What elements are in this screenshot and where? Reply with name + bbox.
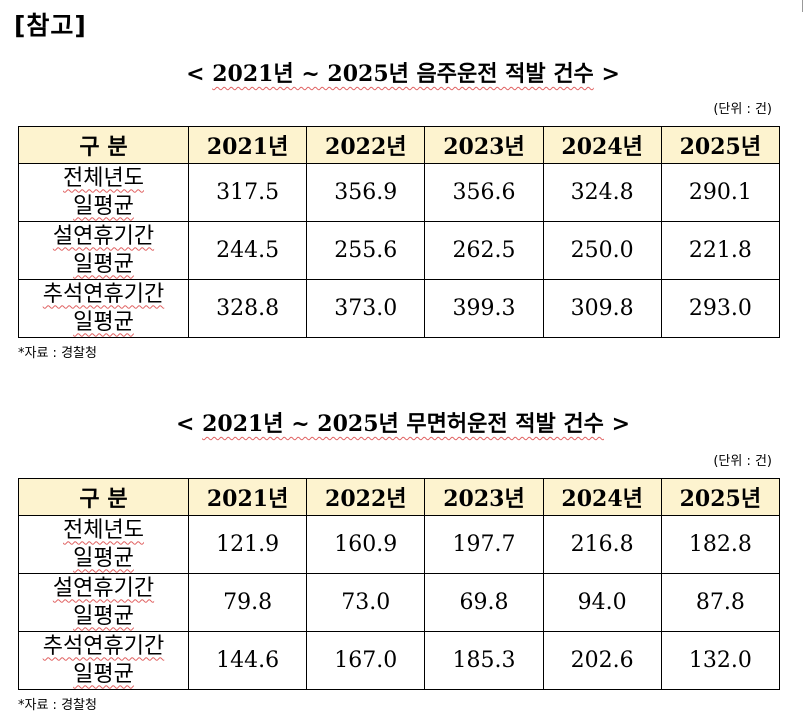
table2-header-row: 구 분 2021년 2022년 2023년 2024년 2025년 — [18, 478, 781, 516]
table-cell: 399.3 — [424, 279, 544, 338]
row-label: 추석연휴기간 일평균 — [18, 279, 189, 338]
table1-source: *자료 : 경찰청 — [18, 346, 97, 361]
table2-header-2024: 2024년 — [542, 478, 662, 516]
row-label-line1: 전체년도 — [63, 165, 144, 191]
table-cell: 132.0 — [660, 631, 781, 690]
table-cell: 94.0 — [542, 573, 662, 632]
row-label-line2: 일평균 — [73, 251, 134, 277]
page-heading: [참고] — [14, 11, 87, 40]
table2-unlicensed-driving: 구 분 2021년 2022년 2023년 2024년 2025년 전체년도 일… — [18, 478, 781, 690]
table-cell: 290.1 — [660, 163, 781, 222]
table-cell: 79.8 — [187, 573, 308, 632]
table-cell: 73.0 — [306, 573, 426, 632]
table2-header-category: 구 분 — [18, 478, 189, 516]
table1-title: < 2021년 ~ 2025년 음주운전 적발 건수 > — [0, 56, 806, 88]
table-cell: 255.6 — [306, 221, 426, 280]
table-cell: 160.9 — [306, 515, 426, 574]
table-row: 추석연휴기간 일평균 328.8 373.0 399.3 309.8 293.0 — [18, 279, 781, 338]
table2-header-2025: 2025년 — [660, 478, 781, 516]
table-cell: 197.7 — [424, 515, 544, 574]
row-label-line2: 일평균 — [73, 309, 134, 335]
table2-header-2023: 2023년 — [424, 478, 544, 516]
table-row: 전체년도 일평균 317.5 356.9 356.6 324.8 290.1 — [18, 163, 781, 222]
row-label-line1: 추석연휴기간 — [42, 633, 165, 659]
row-label-line2: 일평균 — [73, 603, 134, 629]
table-cell: 121.9 — [187, 515, 308, 574]
table-cell: 262.5 — [424, 221, 544, 280]
table-cell: 293.0 — [660, 279, 781, 338]
table1-header-row: 구 분 2021년 2022년 2023년 2024년 2025년 — [18, 126, 781, 164]
table-row: 추석연휴기간 일평균 144.6 167.0 185.3 202.6 132.0 — [18, 631, 781, 690]
table2-header-2021: 2021년 — [187, 478, 308, 516]
table-row: 설연휴기간 일평균 79.8 73.0 69.8 94.0 87.8 — [18, 573, 781, 632]
table1-header-category: 구 분 — [18, 126, 189, 164]
table2-source: *자료 : 경찰청 — [18, 698, 97, 713]
table-cell: 144.6 — [187, 631, 308, 690]
table2-title-open: < — [175, 411, 195, 437]
table-cell: 356.6 — [424, 163, 544, 222]
table1-header-2022: 2022년 — [306, 126, 426, 164]
row-label-line2: 일평균 — [73, 545, 134, 571]
table1-header-2023: 2023년 — [424, 126, 544, 164]
row-label: 전체년도 일평균 — [18, 515, 189, 574]
table2-unit: (단위 : 건) — [713, 454, 772, 469]
row-label-line1: 설연휴기간 — [52, 223, 155, 249]
row-label-line2: 일평균 — [73, 661, 134, 687]
table1-title-close: > — [601, 61, 620, 87]
table1-drunk-driving: 구 분 2021년 2022년 2023년 2024년 2025년 전체년도 일… — [18, 126, 781, 338]
row-label-line2: 일평균 — [73, 193, 134, 219]
table-cell: 250.0 — [542, 221, 662, 280]
table-cell: 317.5 — [187, 163, 308, 222]
row-label-line1: 전체년도 — [63, 517, 144, 543]
table-cell: 185.3 — [424, 631, 544, 690]
table2-header-2022: 2022년 — [306, 478, 426, 516]
table-cell: 244.5 — [187, 221, 308, 280]
table-cell: 87.8 — [660, 573, 781, 632]
table1-unit: (단위 : 건) — [713, 102, 772, 117]
table-cell: 182.8 — [660, 515, 781, 574]
table1-header-2021: 2021년 — [187, 126, 308, 164]
table2-title-close: > — [611, 411, 631, 437]
row-label: 전체년도 일평균 — [18, 163, 189, 222]
table-cell: 221.8 — [660, 221, 781, 280]
table2-title: < 2021년 ~ 2025년 무면허운전 적발 건수 > — [0, 406, 806, 438]
table-cell: 324.8 — [542, 163, 662, 222]
table1-title-text: 2021년 ~ 2025년 음주운전 적발 건수 — [212, 61, 594, 87]
row-label-line1: 설연휴기간 — [52, 575, 155, 601]
table-cell: 356.9 — [306, 163, 426, 222]
table-cell: 373.0 — [306, 279, 426, 338]
table-cell: 69.8 — [424, 573, 544, 632]
table1-title-open: < — [186, 61, 205, 87]
table-cell: 167.0 — [306, 631, 426, 690]
row-label: 추석연휴기간 일평균 — [18, 631, 189, 690]
table-row: 설연휴기간 일평균 244.5 255.6 262.5 250.0 221.8 — [18, 221, 781, 280]
row-label-line1: 추석연휴기간 — [42, 281, 165, 307]
table-cell: 328.8 — [187, 279, 308, 338]
row-label: 설연휴기간 일평균 — [18, 573, 189, 632]
table1-header-2024: 2024년 — [542, 126, 662, 164]
row-label: 설연휴기간 일평균 — [18, 221, 189, 280]
table-row: 전체년도 일평균 121.9 160.9 197.7 216.8 182.8 — [18, 515, 781, 574]
table-cell: 216.8 — [542, 515, 662, 574]
table1-header-2025: 2025년 — [660, 126, 781, 164]
table-cell: 309.8 — [542, 279, 662, 338]
table-cell: 202.6 — [542, 631, 662, 690]
table2-title-text: 2021년 ~ 2025년 무면허운전 적발 건수 — [202, 411, 604, 437]
page-edge-marker — [802, 0, 806, 12]
